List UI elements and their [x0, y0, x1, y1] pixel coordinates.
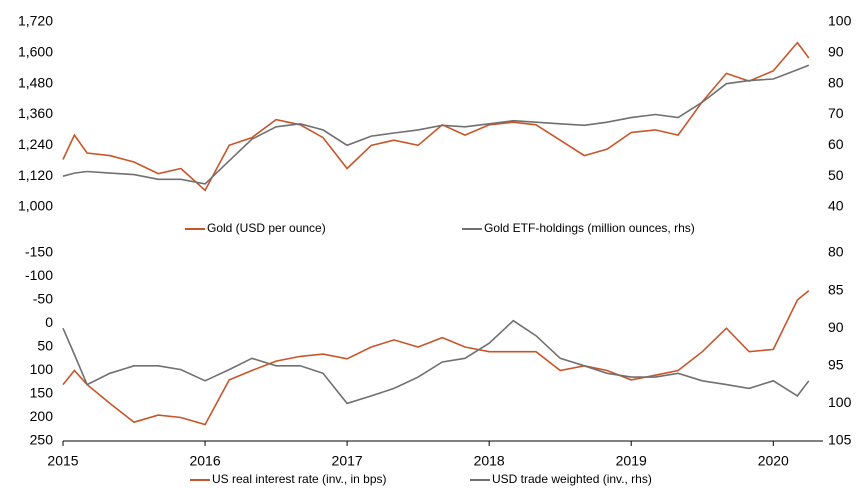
- y-tick-label: 150: [30, 385, 54, 401]
- y-tick-label: -100: [25, 267, 53, 283]
- x-tick-label: 2017: [332, 453, 363, 469]
- y2-tick-label: 90: [828, 44, 844, 60]
- y-tick-label: 50: [37, 338, 53, 354]
- y-tick-label: 200: [30, 408, 54, 424]
- legend-label: Gold ETF-holdings (million ounces, rhs): [484, 221, 695, 235]
- y-tick-label: 1,720: [18, 13, 53, 29]
- y2-tick-label: 95: [828, 357, 844, 373]
- y2-tick-label: 90: [828, 319, 844, 335]
- x-tick-label: 2020: [758, 453, 789, 469]
- y2-tick-label: 85: [828, 281, 844, 297]
- y2-tick-label: 50: [828, 167, 844, 183]
- y-tick-label: 100: [30, 361, 54, 377]
- y-tick-label: -150: [25, 244, 53, 260]
- y2-tick-label: 60: [828, 136, 844, 152]
- y-tick-label: -50: [33, 291, 53, 307]
- x-tick-label: 2018: [474, 453, 505, 469]
- y-tick-label: 0: [45, 314, 53, 330]
- y2-tick-label: 100: [828, 394, 852, 410]
- x-tick-label: 2016: [189, 453, 220, 469]
- series-line: [62, 319, 810, 405]
- y-tick-label: 1,480: [18, 74, 53, 90]
- y-tick-label: 1,360: [18, 105, 53, 121]
- y-tick-label: 1,000: [18, 198, 53, 214]
- series-line: [62, 64, 810, 185]
- x-tick-label: 2015: [47, 453, 78, 469]
- y2-tick-label: 70: [828, 105, 844, 121]
- y2-tick-label: 80: [828, 74, 844, 90]
- x-tick-label: 2019: [616, 453, 647, 469]
- legend-label: USD trade weighted (inv., rhs): [492, 472, 652, 486]
- y2-tick-label: 100: [828, 13, 852, 29]
- y2-tick-label: 80: [828, 244, 844, 260]
- series-line: [62, 289, 810, 426]
- y-tick-label: 1,240: [18, 136, 53, 152]
- legend-label: US real interest rate (inv., in bps): [212, 472, 387, 486]
- y2-tick-label: 105: [828, 432, 852, 448]
- legend-label: Gold (USD per ounce): [207, 221, 326, 235]
- y2-tick-label: 40: [828, 198, 844, 214]
- y-tick-label: 250: [30, 432, 54, 448]
- y-tick-label: 1,600: [18, 44, 53, 60]
- series-line: [62, 41, 810, 192]
- y-tick-label: 1,120: [18, 167, 53, 183]
